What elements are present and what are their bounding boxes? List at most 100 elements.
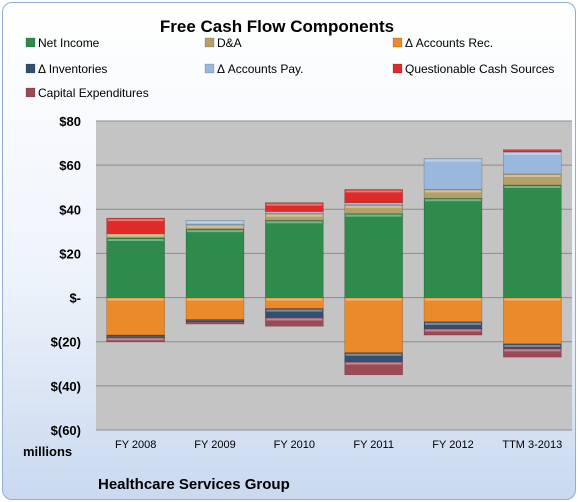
bar-accounts-pay: [185, 220, 245, 226]
legend-item-capital-expenditures: Capital Expenditures: [25, 86, 149, 100]
bar-highlight: [425, 190, 481, 193]
bar-accounts-pay: [423, 158, 483, 190]
bar-d-a: [503, 173, 562, 186]
bar-capital-expenditures: [503, 348, 562, 358]
bar-questionable-cash-sources: [503, 149, 562, 153]
y-tick-label: $(60): [51, 423, 81, 438]
bar-highlight: [266, 318, 323, 321]
bar-net-income: [423, 197, 483, 298]
bar-questionable-cash-sources: [344, 189, 403, 203]
chart-svg: Free Cash Flow Components Net Income D&A Δ…: [23, 17, 572, 493]
y-tick-label: $40: [59, 202, 81, 217]
bar-net-income: [185, 228, 245, 298]
x-axis: FY 2008 FY 2009 FY 2010 FY 2011 FY 2012 TTM 3…: [115, 439, 562, 451]
bar-capital-expenditures: [185, 321, 245, 325]
bar-highlight: [504, 349, 561, 352]
legend-item-d-a: D&A: [204, 36, 242, 50]
bar-questionable-cash-sources: [265, 202, 324, 212]
bar-highlight: [504, 152, 561, 155]
bar-highlight: [504, 174, 561, 177]
legend-label: Δ Accounts Pay.: [217, 62, 304, 76]
legend-swatch: [25, 63, 36, 74]
bar-highlight: [504, 344, 561, 347]
bar-highlight: [425, 329, 481, 332]
bar-highlight: [345, 214, 402, 217]
bar-highlight: [345, 353, 402, 356]
bar-accounts-rec: [106, 297, 165, 336]
bar-highlight: [345, 190, 402, 193]
x-tick-label: FY 2011: [353, 439, 394, 451]
units-label: millions: [23, 444, 72, 459]
bar-highlight: [425, 322, 481, 325]
legend-label: Δ Accounts Rec.: [405, 36, 493, 50]
bar-capital-expenditures: [344, 361, 403, 376]
bar-highlight: [425, 199, 481, 202]
legend-label: Capital Expenditures: [38, 86, 149, 100]
bar-questionable-cash-sources: [106, 217, 165, 234]
legend-label: Δ Inventories: [38, 62, 107, 76]
y-axis: $80 $60 $40 $20 $- $(20) $(40) $(60): [51, 114, 81, 438]
legend-item-accounts-rec: Δ Accounts Rec.: [392, 36, 493, 50]
plot-background: [96, 121, 572, 430]
legend-item-accounts-pay: Δ Accounts Pay.: [204, 62, 304, 76]
legend-swatch: [204, 37, 215, 48]
legend: Net Income D&A Δ Accounts Rec. Δ Inventorie…: [25, 36, 554, 100]
source-label: Healthcare Services Group: [98, 476, 290, 493]
bar-accounts-rec: [503, 297, 562, 345]
bar-accounts-pay: [503, 151, 562, 175]
x-tick-label: TTM 3-2013: [502, 439, 562, 451]
bar-net-income: [503, 184, 562, 298]
bar-highlight: [107, 238, 164, 241]
bar-accounts-rec: [185, 297, 245, 320]
x-tick-label: FY 2012: [432, 439, 473, 451]
legend-swatch: [204, 63, 215, 74]
bar-highlight: [266, 298, 323, 301]
bar-inventories: [503, 343, 562, 349]
bar-highlight: [504, 186, 561, 189]
y-tick-label: $60: [59, 158, 81, 173]
bar-accounts-rec: [344, 297, 403, 354]
bar-net-income: [344, 213, 403, 298]
bar-net-income: [106, 237, 165, 298]
bar-capital-expenditures: [265, 317, 324, 327]
y-tick-label: $(20): [51, 335, 81, 350]
bar-inventories: [423, 321, 483, 329]
y-tick-label: $20: [59, 246, 81, 261]
bar-highlight: [266, 309, 323, 312]
bar-highlight: [345, 298, 402, 301]
legend-swatch: [25, 37, 36, 48]
bar-highlight: [107, 298, 164, 301]
y-tick-label: $(40): [51, 379, 81, 394]
bar-highlight: [187, 298, 243, 301]
bar-d-a: [423, 189, 483, 199]
legend-item-inventories: Δ Inventories: [25, 62, 107, 76]
bar-highlight: [425, 159, 481, 162]
bar-highlight: [187, 221, 243, 224]
bar-highlight: [425, 298, 481, 301]
legend-swatch: [392, 37, 403, 48]
x-tick-label: FY 2010: [274, 439, 315, 451]
bar-highlight: [345, 362, 402, 365]
bar-highlight: [266, 214, 323, 217]
bar-accounts-rec: [423, 297, 483, 323]
legend-swatch: [25, 87, 36, 98]
bar-highlight: [107, 234, 164, 237]
x-tick-label: FY 2009: [194, 439, 235, 451]
bar-d-a: [265, 213, 324, 221]
x-tick-label: FY 2008: [115, 439, 156, 451]
bar-highlight: [107, 338, 164, 341]
chart-title: Free Cash Flow Components: [160, 17, 394, 36]
bar-capital-expenditures: [106, 336, 165, 343]
bar-highlight: [266, 221, 323, 224]
legend-swatch: [392, 63, 403, 74]
bar-capital-expenditures: [423, 328, 483, 336]
bar-highlight: [504, 298, 561, 301]
legend-item-net-income: Net Income: [25, 36, 100, 50]
bar-highlight: [187, 225, 243, 228]
legend-item-questionable-cash-sources: Questionable Cash Sources: [392, 62, 554, 76]
legend-label: Questionable Cash Sources: [405, 62, 554, 76]
legend-label: D&A: [217, 36, 242, 50]
bar-highlight: [187, 230, 243, 233]
bar-highlight: [345, 205, 402, 208]
